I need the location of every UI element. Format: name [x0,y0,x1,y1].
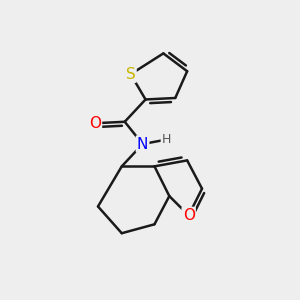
Text: N: N [137,136,148,152]
Text: H: H [162,133,171,146]
Text: O: O [183,208,195,223]
Text: O: O [89,116,101,131]
Text: S: S [126,67,136,82]
